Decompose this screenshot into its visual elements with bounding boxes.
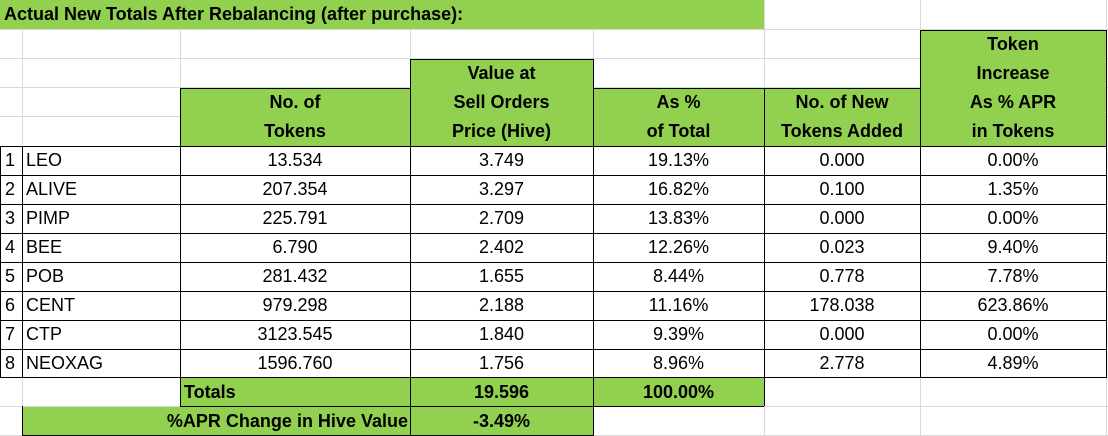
header-line: As % APR bbox=[969, 92, 1057, 112]
apr-increase: 9.40% bbox=[987, 237, 1039, 257]
header-line: No. of New bbox=[795, 92, 889, 112]
token-name: LEO bbox=[26, 150, 63, 170]
header-line: Value at bbox=[467, 63, 536, 83]
token-name: ALIVE bbox=[26, 179, 78, 199]
apr-change-label: %APR Change in Hive Value bbox=[22, 407, 410, 435]
header-line: in Tokens bbox=[971, 121, 1055, 141]
hive-value: 1.840 bbox=[478, 324, 525, 344]
header-line: Sell Orders bbox=[453, 92, 550, 112]
pct-of-total: 9.39% bbox=[652, 324, 705, 344]
header-line: As % bbox=[656, 92, 701, 112]
token-count: 1596.760 bbox=[257, 353, 333, 373]
row-number: 8 bbox=[5, 353, 16, 373]
apr-change-value: -3.49% bbox=[410, 407, 593, 435]
token-name: POB bbox=[26, 266, 65, 286]
token-count: 225.791 bbox=[262, 208, 328, 228]
header-token-increase-apr: Token Increase As % APR in Tokens bbox=[920, 30, 1106, 146]
sheet-title: Actual New Totals After Rebalancing (aft… bbox=[0, 0, 764, 29]
header-line: Token bbox=[987, 34, 1039, 54]
tokens-added: 178.038 bbox=[809, 295, 875, 315]
tokens-added: 2.778 bbox=[819, 353, 865, 373]
header-as-pct-of-total: As % of Total bbox=[593, 88, 764, 146]
hive-value: 2.188 bbox=[478, 295, 525, 315]
pct-of-total: 13.83% bbox=[647, 208, 710, 228]
hive-value: 2.402 bbox=[478, 237, 525, 257]
header-line: Tokens Added bbox=[780, 121, 903, 141]
totals-label: Totals bbox=[180, 378, 410, 406]
token-count: 979.298 bbox=[262, 295, 328, 315]
header-value-at-sell-orders: Value at Sell Orders Price (Hive) bbox=[410, 59, 593, 146]
token-count: 3123.545 bbox=[257, 324, 333, 344]
tokens-added: 0.000 bbox=[819, 208, 865, 228]
header-line: of Total bbox=[646, 121, 711, 141]
row-number: 5 bbox=[5, 266, 16, 286]
row-number: 6 bbox=[5, 295, 16, 315]
token-name: BEE bbox=[26, 237, 63, 257]
token-name: CENT bbox=[26, 295, 75, 315]
header-line: No. of bbox=[269, 92, 321, 112]
header-line: Increase bbox=[976, 63, 1050, 83]
hive-value: 3.749 bbox=[478, 150, 525, 170]
tokens-added: 0.100 bbox=[819, 179, 865, 199]
pct-of-total: 12.26% bbox=[647, 237, 710, 257]
apr-increase: 0.00% bbox=[987, 324, 1039, 344]
row-number: 1 bbox=[5, 150, 16, 170]
pct-of-total: 8.44% bbox=[652, 266, 705, 286]
pct-of-total: 8.96% bbox=[652, 353, 705, 373]
header-line: Price (Hive) bbox=[451, 121, 552, 141]
tokens-added: 0.000 bbox=[819, 150, 865, 170]
row-number: 7 bbox=[5, 324, 16, 344]
hive-value: 3.297 bbox=[478, 179, 525, 199]
pct-of-total: 11.16% bbox=[648, 295, 709, 315]
row-number: 2 bbox=[5, 179, 16, 199]
pct-of-total: 19.13% bbox=[647, 150, 710, 170]
apr-increase: 4.89% bbox=[987, 353, 1039, 373]
hive-value: 1.756 bbox=[478, 353, 525, 373]
token-name: NEOXAG bbox=[26, 353, 104, 373]
token-name: CTP bbox=[26, 324, 62, 344]
apr-increase: 7.78% bbox=[987, 266, 1039, 286]
apr-increase: 0.00% bbox=[987, 150, 1039, 170]
totals-pct: 100.00% bbox=[593, 378, 764, 406]
token-name: PIMP bbox=[26, 208, 71, 228]
tokens-added: 0.023 bbox=[819, 237, 865, 257]
header-no-of-tokens: No. of Tokens bbox=[180, 88, 410, 146]
header-new-tokens-added: No. of New Tokens Added bbox=[764, 88, 920, 146]
token-count: 207.354 bbox=[262, 179, 328, 199]
token-count: 281.432 bbox=[262, 266, 328, 286]
apr-increase: 0.00% bbox=[987, 208, 1039, 228]
token-count: 6.790 bbox=[272, 237, 318, 257]
tokens-added: 0.000 bbox=[819, 324, 865, 344]
apr-increase: 1.35% bbox=[987, 179, 1039, 199]
row-number: 4 bbox=[5, 237, 16, 257]
hive-value: 2.709 bbox=[478, 208, 525, 228]
apr-increase: 623.86% bbox=[977, 295, 1049, 315]
totals-value: 19.596 bbox=[410, 378, 593, 406]
row-number: 3 bbox=[5, 208, 16, 228]
hive-value: 1.655 bbox=[478, 266, 525, 286]
header-line: Tokens bbox=[264, 121, 326, 141]
tokens-added: 0.778 bbox=[819, 266, 865, 286]
token-count: 13.534 bbox=[267, 150, 323, 170]
pct-of-total: 16.82% bbox=[647, 179, 710, 199]
